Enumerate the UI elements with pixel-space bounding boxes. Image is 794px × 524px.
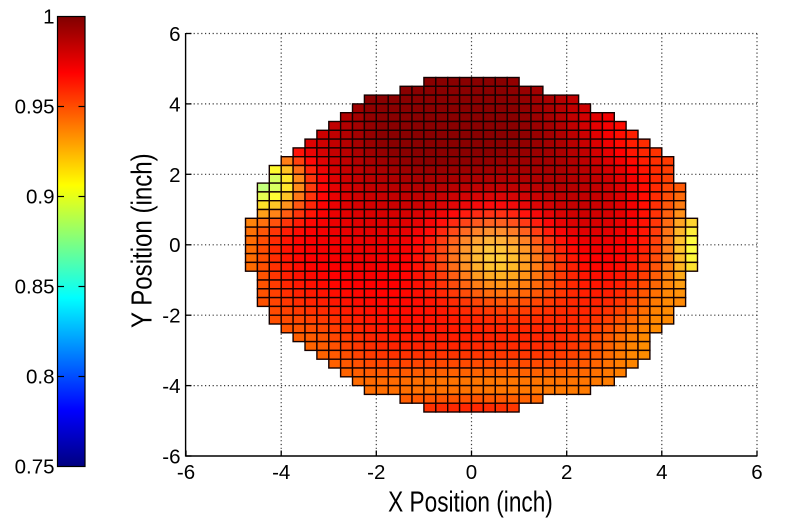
svg-text:2: 2	[561, 461, 572, 484]
svg-text:4: 4	[169, 93, 180, 116]
svg-text:0: 0	[466, 461, 477, 484]
svg-text:Y Position (inch): Y Position (inch)	[125, 153, 158, 328]
svg-text:-6: -6	[162, 446, 180, 469]
svg-text:0.95: 0.95	[15, 96, 55, 119]
svg-text:-4: -4	[272, 461, 290, 484]
svg-text:-4: -4	[162, 375, 180, 398]
svg-text:2: 2	[169, 164, 180, 187]
svg-text:-2: -2	[162, 305, 180, 328]
svg-text:-6: -6	[177, 461, 195, 484]
svg-text:0.85: 0.85	[15, 276, 55, 299]
svg-text:0.8: 0.8	[26, 366, 55, 389]
svg-text:6: 6	[169, 23, 180, 46]
svg-text:X Position (inch): X Position (inch)	[388, 485, 553, 518]
svg-text:-2: -2	[367, 461, 385, 484]
svg-text:4: 4	[656, 461, 667, 484]
svg-text:0.9: 0.9	[26, 186, 55, 209]
svg-text:0: 0	[169, 234, 180, 257]
svg-text:1: 1	[43, 6, 54, 29]
svg-text:0.75: 0.75	[15, 456, 55, 479]
svg-text:6: 6	[751, 461, 762, 484]
